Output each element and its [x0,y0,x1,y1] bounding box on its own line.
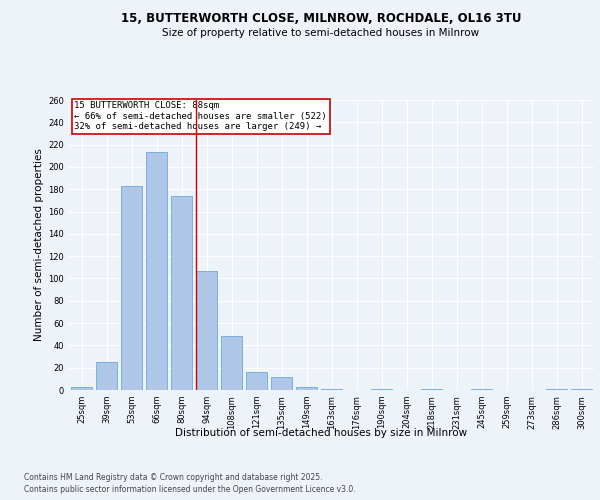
Y-axis label: Number of semi-detached properties: Number of semi-detached properties [34,148,44,342]
Bar [321,389,342,390]
Text: Contains HM Land Registry data © Crown copyright and database right 2025.: Contains HM Land Registry data © Crown c… [24,472,323,482]
Bar [571,389,592,390]
Bar [296,386,317,390]
Bar [421,389,442,390]
Bar [471,389,492,390]
Bar [221,336,242,390]
Bar [121,186,142,390]
Bar [246,372,267,390]
Text: Size of property relative to semi-detached houses in Milnrow: Size of property relative to semi-detach… [163,28,479,38]
Bar [271,376,292,390]
Text: Distribution of semi-detached houses by size in Milnrow: Distribution of semi-detached houses by … [175,428,467,438]
Bar [171,196,192,390]
Text: 15, BUTTERWORTH CLOSE, MILNROW, ROCHDALE, OL16 3TU: 15, BUTTERWORTH CLOSE, MILNROW, ROCHDALE… [121,12,521,26]
Bar [196,270,217,390]
Bar [71,386,92,390]
Text: 15 BUTTERWORTH CLOSE: 88sqm
← 66% of semi-detached houses are smaller (522)
32% : 15 BUTTERWORTH CLOSE: 88sqm ← 66% of sem… [74,102,327,132]
Bar [146,152,167,390]
Text: Contains public sector information licensed under the Open Government Licence v3: Contains public sector information licen… [24,485,356,494]
Bar [96,362,117,390]
Bar [371,389,392,390]
Bar [546,389,567,390]
